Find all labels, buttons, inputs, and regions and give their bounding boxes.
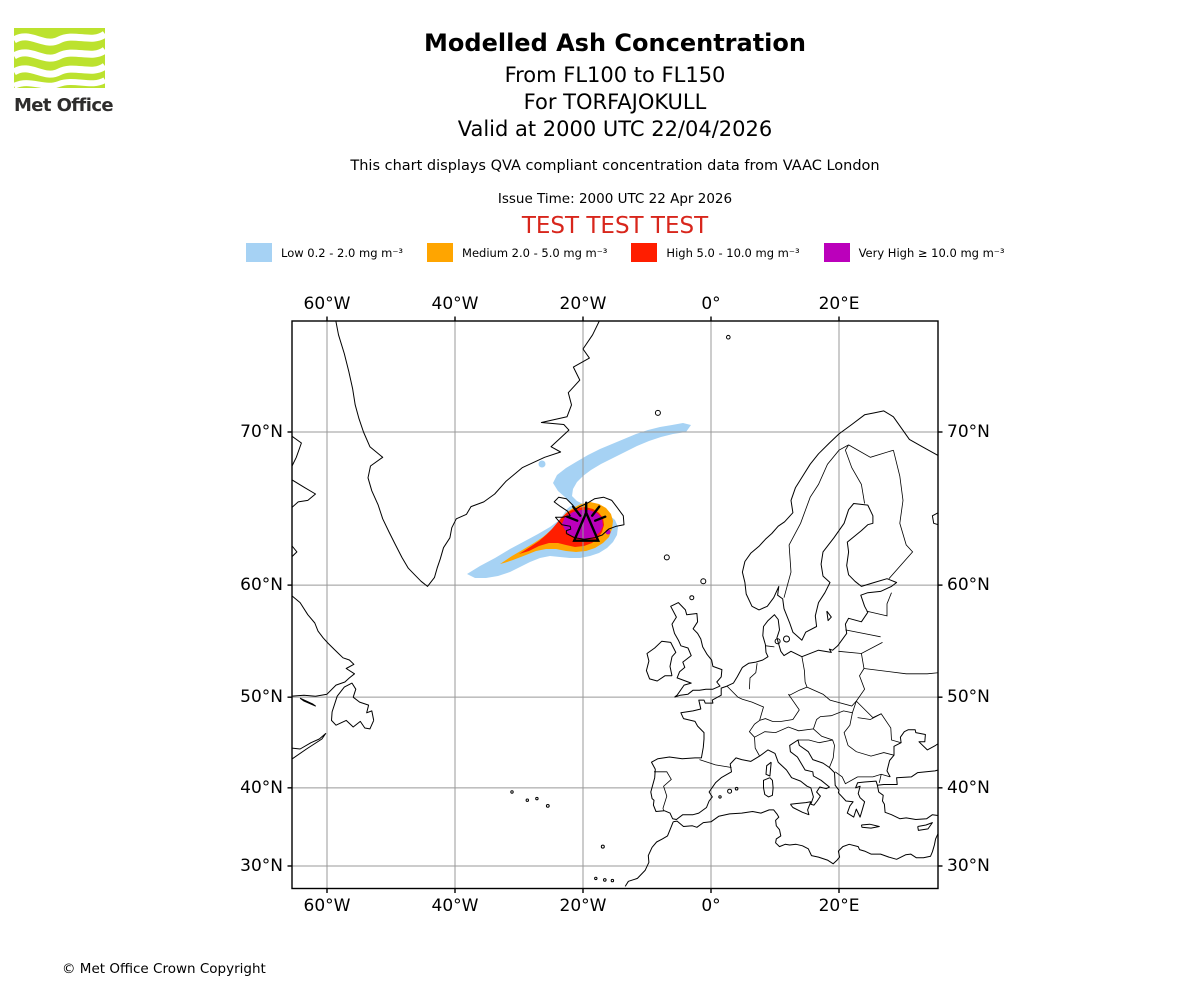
island-canary-3 [610,878,615,883]
coast-baffin-1 [292,435,302,468]
coastlines [292,321,938,887]
qva-note: This chart displays QVA compliant concen… [350,158,880,174]
issue-time: Issue Time: 2000 UTC 22 Apr 2026 [497,191,733,207]
coast-crete [860,823,880,829]
island-faroe [663,554,670,561]
coast-sicily [790,801,812,816]
island-orkney [689,595,695,601]
graticule [292,321,938,889]
ash-map-svg [287,316,943,893]
coast-great-britain [670,602,723,698]
legend-swatch-medium [427,243,454,262]
legend-label-very-high: Very High ≥ 10.0 mg m⁻³ [858,245,1005,260]
island-canary-1 [594,876,598,881]
coast-europe-mainland [650,410,938,820]
coast-cyprus [917,822,933,831]
coast-nova-scotia [292,733,327,760]
coast-africa-north [673,809,938,865]
map-inner [292,321,938,889]
coast-marmara [877,769,938,786]
coast-ireland [645,640,677,682]
island-azores-3 [535,796,539,801]
subtitle-valid-time: Valid at 2000 UTC 22/04/2026 [457,117,773,141]
coast-greenland [335,321,600,587]
met-office-logo: Met Office [12,28,114,116]
coast-baffin-3 [292,545,298,558]
axis-ticks [287,316,943,893]
coast-gotland [826,610,832,622]
country-borders [654,444,938,811]
ash-plumes [467,423,691,578]
legend-swatch-very-high [823,243,850,262]
coast-sardinia [763,777,774,798]
map-frame [291,320,939,890]
legend-swatch-low [246,243,272,262]
volcano-marker [566,501,607,542]
legend-swatch-high [631,243,658,262]
legend-item-very-high: Very High ≥ 10.0 mg m⁻³ [823,243,1005,262]
lat-label-left-3: 40°N [240,777,283,798]
lat-label-right-0: 70°N [947,421,990,442]
subtitle-volcano: For TORFAJOKULL [523,90,707,114]
legend-item-low: Low 0.2 - 2.0 mg m⁻³ [246,243,403,262]
coast-corsica [765,761,772,777]
lat-label-left-2: 50°N [240,687,283,708]
met-office-logo-text: Met Office [14,95,114,116]
island-ibiza [718,795,722,799]
test-banner: TEST TEST TEST [521,213,709,239]
island-jan-mayen [654,409,661,416]
legend: Low 0.2 - 2.0 mg m⁻³ Medium 2.0 - 5.0 mg… [246,243,1004,262]
legend-label-high: High 5.0 - 10.0 mg m⁻³ [666,245,800,260]
met-office-logo-waves [12,28,108,89]
ash-fleck-low [538,460,546,468]
legend-item-medium: Medium 2.0 - 5.0 mg m⁻³ [427,243,607,262]
island-madeira [600,844,605,849]
island-menorca [734,786,739,791]
copyright-text: © Met Office Crown Copyright [62,961,266,977]
legend-label-medium: Medium 2.0 - 5.0 mg m⁻³ [462,245,608,260]
island-canary-2 [603,878,607,882]
island-azores-4 [545,804,550,808]
coast-morocco-atlantic [624,821,674,887]
ash-plume-low [467,423,691,578]
lat-label-left-1: 60°N [240,575,283,596]
island-mallorca [727,788,733,794]
coast-labrador [292,595,355,697]
island-azores-2 [525,798,529,802]
island-funen [774,638,781,645]
coast-white-sea [931,512,938,526]
lat-label-right-3: 40°N [947,777,990,798]
legend-item-high: High 5.0 - 10.0 mg m⁻³ [631,243,800,262]
page-title: Modelled Ash Concentration [424,29,806,57]
island-azores-1 [510,790,514,794]
lat-label-right-4: 30°N [947,855,990,876]
lat-label-right-2: 50°N [947,687,990,708]
subtitle-flight-levels: From FL100 to FL150 [504,63,726,87]
lat-label-left-0: 70°N [240,421,283,442]
island-shetland [700,578,707,585]
coast-anticosti [299,697,316,707]
lat-label-right-1: 60°N [947,575,990,596]
coast-newfoundland [331,682,375,730]
legend-label-low: Low 0.2 - 2.0 mg m⁻³ [281,245,404,260]
island-zealand [783,635,790,643]
coast-baffin-2 [292,479,316,509]
coast-black-sea-west [886,729,938,778]
lat-label-left-4: 30°N [240,855,283,876]
island-bear-island [726,334,731,340]
coast-iceland [553,496,625,540]
